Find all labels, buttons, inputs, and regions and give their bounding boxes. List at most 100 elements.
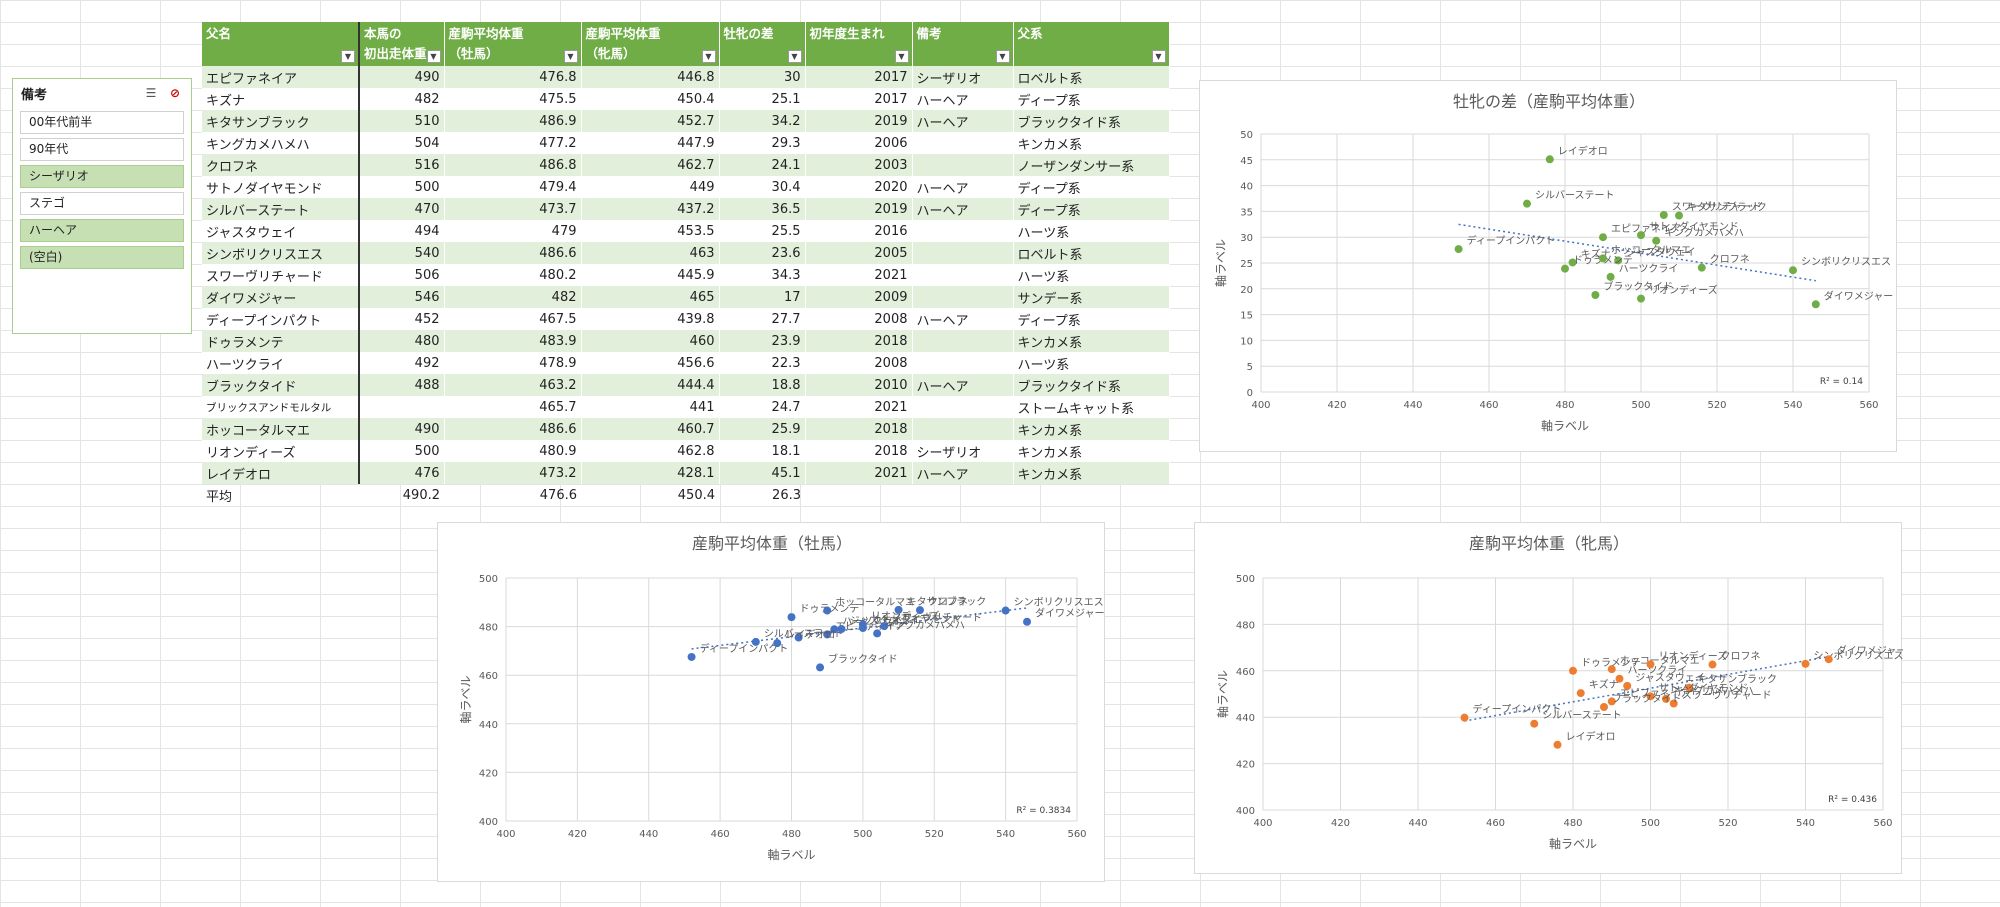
data-point[interactable] <box>1675 211 1683 220</box>
table-cell[interactable]: サンデー系 <box>1013 286 1170 308</box>
table-cell[interactable]: 447.9 <box>581 132 720 154</box>
table-cell[interactable]: 2008 <box>805 308 913 330</box>
data-point[interactable] <box>1607 665 1616 674</box>
table-cell[interactable] <box>912 220 1014 242</box>
table-cell[interactable]: ハーヘア <box>912 88 1014 110</box>
filter-dropdown-icon[interactable]: ▼ <box>894 50 909 63</box>
table-cell[interactable]: ハーヘア <box>912 374 1014 396</box>
table-cell[interactable]: 488 <box>359 374 445 396</box>
table-cell[interactable]: 444.4 <box>581 374 720 396</box>
table-cell[interactable]: ノーザンダンサー系 <box>1013 154 1170 176</box>
chart-female[interactable]: 産駒平均体重（牝馬） 400 420 440 460 480 500 400 420 440 460… <box>1194 522 1903 874</box>
table-cell[interactable]: 24.7 <box>719 396 806 418</box>
clear-filter-icon[interactable]: ⊘ <box>169 86 181 100</box>
table-cell[interactable]: ハーヘア <box>912 308 1014 330</box>
table-cell[interactable]: 482 <box>359 88 445 110</box>
table-cell[interactable]: 470 <box>359 198 445 220</box>
table-cell[interactable]: キンカメ系 <box>1013 330 1170 352</box>
table-cell[interactable] <box>912 154 1014 176</box>
filter-dropdown-icon[interactable]: ▼ <box>426 50 441 63</box>
table-cell[interactable]: 463.2 <box>444 374 582 396</box>
table-cell[interactable] <box>912 264 1014 286</box>
filter-dropdown-icon[interactable]: ▼ <box>787 50 802 63</box>
table-cell[interactable]: ハーヘア <box>912 176 1014 198</box>
table-cell[interactable]: 452.7 <box>581 110 720 132</box>
table-cell[interactable]: 18.1 <box>719 440 806 462</box>
data-point[interactable] <box>1001 606 1010 615</box>
table-cell[interactable]: 479.4 <box>444 176 582 198</box>
table-cell[interactable]: シルバーステート <box>202 198 360 220</box>
table-cell[interactable]: ブリックスアンドモルタル <box>202 396 360 418</box>
table-cell[interactable]: ディープ系 <box>1013 88 1170 110</box>
table-cell[interactable]: 30.4 <box>719 176 806 198</box>
table-cell[interactable]: 490 <box>359 418 445 440</box>
table-cell[interactable]: ディープ系 <box>1013 198 1170 220</box>
slicer-item[interactable]: 90年代 <box>20 138 184 161</box>
filter-dropdown-icon[interactable]: ▼ <box>1151 50 1166 63</box>
table-cell[interactable]: ダイワメジャー <box>202 286 360 308</box>
table-cell[interactable]: 506 <box>359 264 445 286</box>
table-cell[interactable]: 490 <box>359 66 445 88</box>
table-cell[interactable] <box>912 286 1014 308</box>
table-cell[interactable]: 449 <box>581 176 720 198</box>
table-cell[interactable] <box>912 418 1014 440</box>
table-cell[interactable]: 486.6 <box>444 418 582 440</box>
table-cell[interactable]: 428.1 <box>581 462 720 484</box>
table-cell[interactable]: 475.5 <box>444 88 582 110</box>
slicer-item[interactable]: (空白) <box>20 246 184 269</box>
table-cell[interactable]: 500 <box>359 176 445 198</box>
data-point[interactable] <box>1607 697 1616 706</box>
table-cell[interactable]: 2021 <box>805 462 913 484</box>
data-point[interactable] <box>858 620 867 629</box>
table-cell[interactable]: 439.8 <box>581 308 720 330</box>
table-cell[interactable]: 45.1 <box>719 462 806 484</box>
table-cell[interactable]: 480 <box>359 330 445 352</box>
data-point[interactable] <box>823 606 832 615</box>
table-cell[interactable]: ロベルト系 <box>1013 66 1170 88</box>
table-cell[interactable]: 473.2 <box>444 462 582 484</box>
table-cell[interactable] <box>912 242 1014 264</box>
data-point[interactable] <box>1599 233 1607 242</box>
data-point[interactable] <box>915 606 924 615</box>
data-point[interactable] <box>1697 263 1706 272</box>
multi-select-icon[interactable]: ☰ <box>145 86 157 100</box>
table-cell[interactable]: 445.9 <box>581 264 720 286</box>
table-cell[interactable] <box>912 396 1014 418</box>
table-cell[interactable]: 516 <box>359 154 445 176</box>
table-cell[interactable]: 18.8 <box>719 374 806 396</box>
data-point[interactable] <box>1530 719 1539 728</box>
table-cell[interactable]: 2018 <box>805 330 913 352</box>
table-cell[interactable]: ハーツ系 <box>1013 264 1170 286</box>
table-cell[interactable]: 456.6 <box>581 352 720 374</box>
table-cell[interactable]: クロフネ <box>202 154 360 176</box>
filter-dropdown-icon[interactable]: ▼ <box>701 50 716 63</box>
data-point[interactable] <box>1569 666 1577 675</box>
table-cell[interactable]: ストームキャット系 <box>1013 396 1170 418</box>
data-point[interactable] <box>1811 300 1820 309</box>
data-point[interactable] <box>751 637 760 646</box>
table-cell[interactable]: 25.9 <box>719 418 806 440</box>
table-cell[interactable]: 467.5 <box>444 308 582 330</box>
data-point[interactable] <box>1561 264 1569 273</box>
table-cell[interactable]: 452 <box>359 308 445 330</box>
data-point[interactable] <box>1591 290 1600 299</box>
data-point[interactable] <box>830 625 839 634</box>
table-cell[interactable]: ジャスタウェイ <box>202 220 360 242</box>
table-cell[interactable]: 540 <box>359 242 445 264</box>
data-point[interactable] <box>1568 258 1577 267</box>
table-cell[interactable]: 453.5 <box>581 220 720 242</box>
table-cell[interactable]: 29.3 <box>719 132 806 154</box>
slicer-item[interactable]: 00年代前半 <box>20 111 184 134</box>
data-point[interactable] <box>1460 713 1469 722</box>
table-cell[interactable]: キンカメ系 <box>1013 418 1170 440</box>
table-cell[interactable]: 24.1 <box>719 154 806 176</box>
table-cell[interactable]: 486.8 <box>444 154 582 176</box>
table-cell[interactable]: 34.2 <box>719 110 806 132</box>
table-cell[interactable]: シーザリオ <box>912 440 1014 462</box>
table-cell[interactable]: 17 <box>719 286 806 308</box>
table-cell[interactable]: 510 <box>359 110 445 132</box>
data-point[interactable] <box>773 639 782 648</box>
table-cell[interactable]: 460.7 <box>581 418 720 440</box>
table-cell[interactable]: キズナ <box>202 88 360 110</box>
table-cell[interactable]: 478.9 <box>444 352 582 374</box>
